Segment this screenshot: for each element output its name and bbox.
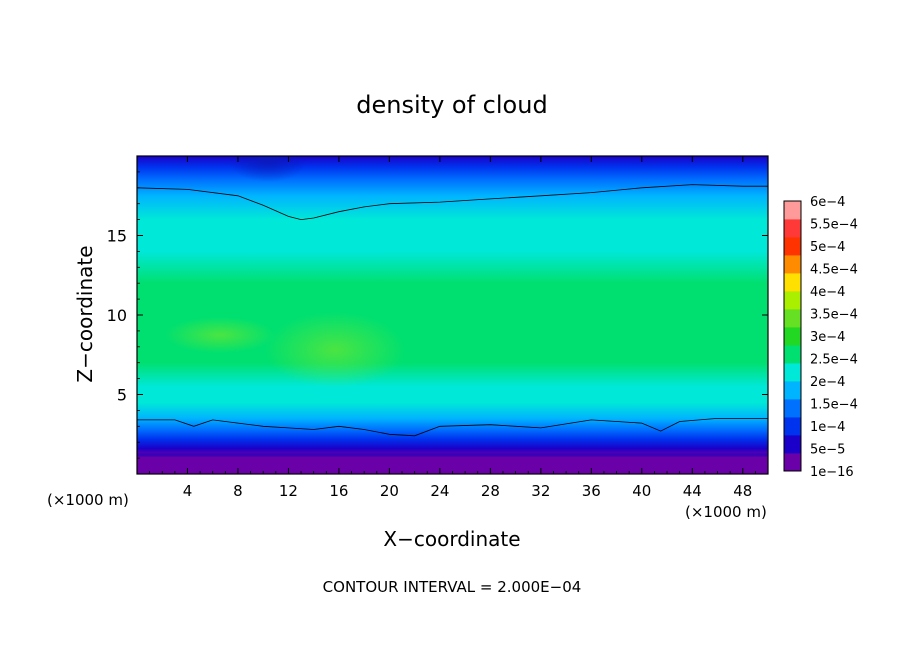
colorbar-swatch (784, 327, 801, 346)
colorbar-label: 1.5e−4 (810, 398, 858, 413)
x-unit-right: (×1000 m) (685, 503, 767, 521)
colorbar-swatch (784, 417, 801, 436)
y-tick-label: 10 (107, 306, 127, 325)
x-axis-label: X−coordinate (383, 527, 520, 551)
upper-contour-line (137, 184, 768, 221)
colorbar-swatch (784, 399, 801, 418)
y-tick-label: 5 (117, 386, 127, 405)
colorbar-label: 2e−4 (810, 375, 845, 390)
colorbar-swatch (784, 345, 801, 364)
colorbar-swatch (784, 309, 801, 328)
density-field (137, 156, 768, 474)
colorbar-swatch (784, 201, 801, 220)
lower-contour-line (137, 418, 768, 437)
y-axis: 5 10 15 (107, 171, 768, 459)
colorbar-swatch (784, 381, 801, 400)
colorbar-label: 5.5e−4 (810, 218, 858, 233)
density-maximum-region (265, 312, 405, 388)
colorbar: 1e−16 5e−5 1e−4 1.5e−4 2e−4 2.5e−4 3e−4 3.5e−4 4… (783, 195, 858, 480)
colorbar-swatch (784, 453, 801, 472)
colorbar-swatch (784, 255, 801, 274)
colorbar-label: 3.5e−4 (810, 308, 858, 323)
colorbar-label: 3e−4 (810, 330, 845, 345)
colorbar-label: 1e−4 (810, 420, 845, 435)
colorbar-label: 4.5e−4 (810, 263, 858, 278)
x-tick-label: 44 (683, 482, 702, 500)
x-tick-label: 16 (329, 482, 348, 500)
colorbar-frame (783, 200, 802, 472)
chart-title: density of cloud (356, 91, 547, 119)
colorbar-swatch (784, 291, 801, 310)
colorbar-swatch (784, 273, 801, 292)
x-tick-label: 40 (632, 482, 651, 500)
x-tick-label: 20 (380, 482, 399, 500)
colorbar-label: 2.5e−4 (810, 353, 858, 368)
ground-band (137, 456, 768, 474)
ground-layer (137, 453, 768, 474)
plot-field (137, 156, 768, 474)
x-tick-label: 12 (279, 482, 298, 500)
x-axis: 4 8 12 16 20 24 28 32 36 40 44 48 (149, 156, 756, 500)
colorbar-swatch (784, 363, 801, 382)
x-tick-label: 24 (430, 482, 449, 500)
x-tick-label: 48 (733, 482, 752, 500)
x-tick-label: 32 (531, 482, 550, 500)
colorbar-label: 6e−4 (810, 195, 845, 210)
x-tick-label: 28 (481, 482, 500, 500)
colorbar-label: 5e−5 (810, 443, 845, 458)
colorbar-swatch (784, 435, 801, 454)
contour-interval-note: CONTOUR INTERVAL = 2.000E−04 (323, 578, 582, 596)
density-secondary-region (165, 317, 275, 353)
y-axis-label: Z−coordinate (73, 245, 97, 382)
colorbar-swatch (784, 219, 801, 238)
x-unit-left: (×1000 m) (47, 491, 129, 509)
density-minimum-region (228, 156, 308, 182)
x-tick-label: 36 (582, 482, 601, 500)
colorbar-label: 1e−16 (810, 465, 854, 480)
colorbar-label: 5e−4 (810, 240, 845, 255)
y-tick-label: 15 (107, 227, 127, 246)
ground-band-edge (137, 453, 768, 457)
colorbar-label: 4e−4 (810, 285, 845, 300)
x-tick-label: 8 (233, 482, 243, 500)
colorbar-swatch (784, 237, 801, 256)
x-tick-label: 4 (183, 482, 193, 500)
